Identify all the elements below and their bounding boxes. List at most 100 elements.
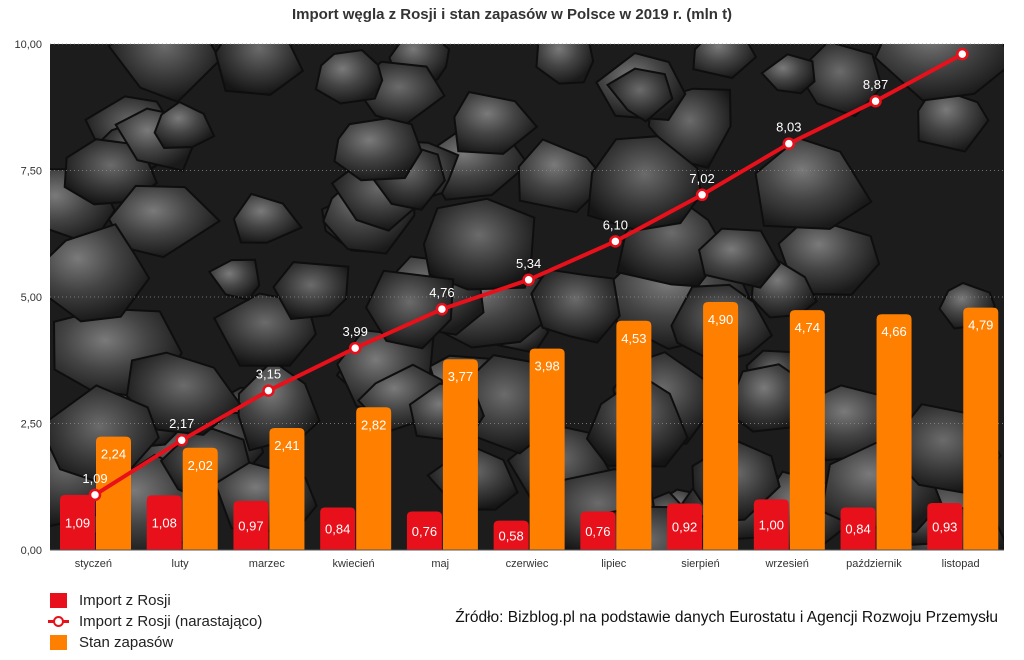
bar-stock-label: 3,98 — [534, 359, 559, 374]
line-point-label: 5,34 — [516, 256, 541, 271]
bar-stock-label: 3,77 — [448, 369, 473, 384]
bar-import — [320, 507, 356, 550]
bar-stock — [703, 302, 739, 550]
bar-stock-label: 4,66 — [881, 324, 906, 339]
bar-import-label: 0,84 — [325, 522, 350, 537]
coal-lump — [605, 67, 674, 123]
y-tick-label: 7,50 — [21, 166, 42, 178]
x-tick-label: wrzesień — [764, 558, 808, 570]
coal-lump — [422, 197, 536, 291]
coal-lump — [697, 227, 781, 289]
coal-lump — [107, 184, 222, 259]
line-point — [435, 302, 449, 316]
bar-import — [493, 520, 529, 550]
legend-swatch-red-bar — [50, 593, 67, 608]
line-point — [782, 137, 796, 150]
x-tick-label: sierpień — [681, 558, 720, 570]
coal-lump — [153, 100, 216, 150]
x-tick-label: kwiecień — [332, 558, 374, 570]
coal-lump — [692, 44, 758, 80]
bar-import-label: 0,93 — [932, 519, 957, 534]
coal-lump — [587, 135, 703, 232]
legend-swatch-orange-bar — [50, 635, 67, 650]
line-point — [869, 94, 882, 108]
line-point — [175, 433, 188, 447]
x-tick-label: maj — [431, 558, 449, 570]
bar-stock — [356, 407, 392, 550]
bar-import — [927, 502, 963, 550]
coal-lump — [535, 44, 595, 85]
bar-stock — [182, 447, 218, 550]
bar-import — [60, 494, 95, 550]
coal-lump — [517, 138, 609, 214]
bar-stock-label: 2,02 — [188, 458, 213, 473]
bar-stock — [269, 428, 305, 550]
bar-stock-label: 4,53 — [621, 331, 646, 346]
line-point — [609, 235, 622, 248]
coal-lump — [272, 261, 350, 321]
x-tick-label: luty — [172, 558, 190, 570]
legend-swatch-line-marker — [48, 614, 69, 629]
line-point — [695, 188, 709, 202]
coal-lump — [364, 269, 455, 350]
line-point-label: 9,80 — [950, 30, 975, 45]
y-tick-label: 5,00 — [21, 292, 42, 304]
coal-lump — [214, 44, 305, 96]
line-point — [956, 47, 969, 61]
bar-stock — [442, 359, 478, 550]
line-point-label: 3,15 — [256, 367, 281, 382]
line-point-label: 3,99 — [343, 324, 368, 339]
coal-lump — [232, 192, 304, 244]
line-point-label: 8,87 — [863, 77, 888, 92]
coal-lump — [453, 90, 539, 155]
bar-stock — [789, 310, 825, 550]
bar-stock-label: 2,41 — [274, 438, 299, 453]
bar-stock-label: 4,79 — [968, 318, 993, 333]
coal-lump — [530, 268, 621, 344]
chart-title: Import węgla z Rosji i stan zapasów w Po… — [291, 6, 733, 23]
bar-stock-label: 4,74 — [795, 320, 820, 335]
bar-stock-label: 2,24 — [101, 447, 126, 462]
source-note: Źródło: Bizblog.pl na podstawie danych E… — [455, 609, 998, 626]
bar-import — [146, 495, 182, 550]
bar-import — [406, 511, 442, 550]
bar-import-label: 0,92 — [672, 520, 697, 535]
line-point-label: 8,03 — [776, 120, 801, 135]
line-point — [262, 384, 275, 397]
line-point — [348, 341, 362, 355]
coal-lump — [207, 258, 261, 301]
bar-import-label: 0,84 — [845, 522, 870, 537]
x-tick-label: październik — [846, 558, 902, 570]
x-tick-label: czerwiec — [506, 558, 549, 570]
bar-stock-label: 4,90 — [708, 312, 733, 327]
bar-import-label: 1,08 — [152, 516, 177, 531]
bar-import — [753, 499, 789, 550]
coal-lump — [917, 85, 990, 153]
coal-lump — [314, 49, 384, 105]
bar-import-label: 0,76 — [585, 524, 610, 539]
bar-stock — [616, 320, 652, 550]
bar-stock — [96, 436, 131, 550]
bar-import — [233, 500, 269, 550]
bar-import — [840, 507, 876, 550]
bar-import — [580, 511, 616, 550]
bar-stock-label: 2,82 — [361, 417, 386, 432]
line-point-label: 2,17 — [169, 416, 194, 431]
bar-import-label: 0,76 — [412, 524, 437, 539]
coal-lump — [754, 136, 873, 230]
line-point — [522, 273, 535, 287]
legend-label: Import z Rosji (narastająco) — [79, 613, 263, 630]
bar-import — [667, 503, 703, 550]
x-tick-label: styczeń — [75, 558, 112, 570]
bar-stock — [963, 307, 999, 550]
coal-lump — [760, 53, 816, 95]
legend-item-import: Import z Rosji — [50, 590, 262, 611]
bar-import-label: 1,09 — [65, 515, 90, 530]
legend-label: Stan zapasów — [79, 634, 174, 651]
line-point-label: 1,09 — [82, 471, 107, 486]
legend: Import z Rosji Import z Rosji (narastają… — [48, 590, 263, 653]
x-tick-label: marzec — [249, 558, 286, 570]
bar-stock — [876, 314, 912, 550]
chart-plot: 1,09 2,24 1,08 2,02 0,97 2,41 0,84 2,82 0,76 3,77… — [14, 30, 1004, 570]
y-tick-label: 2,50 — [21, 419, 42, 431]
